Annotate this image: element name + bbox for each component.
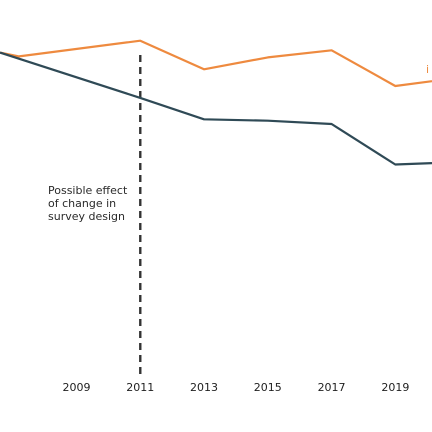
x-tick-label: 2015 <box>254 381 282 394</box>
x-tick-label: 2009 <box>63 381 91 394</box>
annotation-line-3: survey design <box>48 210 125 223</box>
x-tick-label: 2013 <box>190 381 218 394</box>
annotation-line-2: of change in <box>48 197 116 210</box>
annotation-line-1: Possible effect <box>48 184 128 197</box>
reference-annotation: Possible effect of change in survey desi… <box>48 184 131 223</box>
x-tick-label: 2019 <box>381 381 409 394</box>
reference-line-group: Possible effect of change in survey desi… <box>48 55 142 376</box>
x-tick-label: 2011 <box>126 381 154 394</box>
series-line-dark <box>0 51 432 166</box>
series-line-orange <box>0 39 432 88</box>
series-label-orange: i <box>426 63 429 76</box>
x-tick-label: 2017 <box>318 381 346 394</box>
x-axis-ticks: 2009 2011 2013 2015 2017 2019 <box>63 381 410 394</box>
